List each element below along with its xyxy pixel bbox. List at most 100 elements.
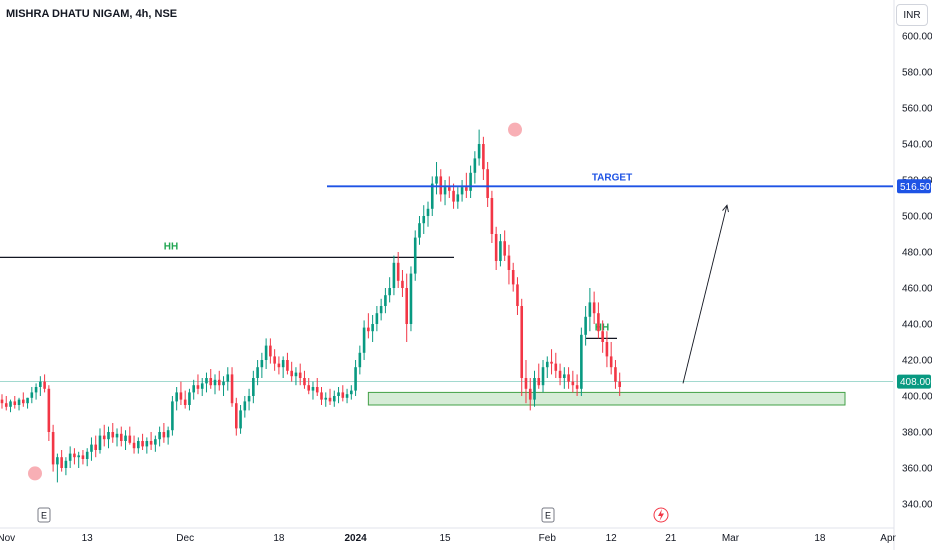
y-tick-label: 560.00 <box>902 104 932 115</box>
candle <box>341 392 345 398</box>
candle <box>141 441 144 447</box>
candle <box>9 401 12 407</box>
candle <box>200 383 204 389</box>
candle <box>0 399 4 404</box>
earnings-marker[interactable] <box>541 507 555 523</box>
candle <box>320 392 323 400</box>
candle <box>235 403 238 429</box>
candle <box>345 394 349 398</box>
candle <box>362 327 366 353</box>
candle <box>422 216 426 224</box>
candle <box>311 387 315 391</box>
candle <box>154 439 157 445</box>
candle <box>477 144 481 159</box>
candle <box>584 316 587 335</box>
candle <box>281 360 285 368</box>
y-tick-label: 360.00 <box>902 464 932 475</box>
candle <box>580 334 583 389</box>
candle <box>303 378 306 386</box>
currency-button[interactable]: INR <box>896 4 928 26</box>
candle <box>247 396 251 402</box>
candle <box>315 387 319 393</box>
candle <box>273 356 276 364</box>
candle <box>111 432 115 438</box>
candle <box>179 392 183 400</box>
circle-marker[interactable] <box>28 466 42 481</box>
y-tick-label: 340.00 <box>902 500 932 511</box>
candle <box>499 241 502 261</box>
candle <box>17 399 21 405</box>
candle <box>396 262 400 281</box>
y-tick-label: 460.00 <box>902 284 932 295</box>
candle <box>119 433 123 441</box>
candle <box>39 381 42 387</box>
candle <box>43 381 46 389</box>
candle <box>213 379 217 386</box>
candle <box>456 194 460 202</box>
x-tick-label: 13 <box>82 533 94 544</box>
candle <box>128 435 132 443</box>
x-tick-label: Nov <box>0 533 15 544</box>
earnings-marker[interactable] <box>37 507 51 523</box>
candle <box>537 378 541 386</box>
candle <box>486 169 489 198</box>
candle <box>413 237 417 274</box>
candle <box>575 385 579 389</box>
candle <box>558 370 562 378</box>
candle <box>430 183 434 209</box>
y-tick-label: 440.00 <box>902 320 932 331</box>
candle <box>507 255 511 270</box>
candle <box>166 430 170 438</box>
candle <box>503 241 506 256</box>
candle <box>609 356 613 368</box>
candle <box>298 372 302 378</box>
target-price-tag <box>897 179 931 194</box>
candle <box>90 444 93 452</box>
candle <box>145 441 149 447</box>
hh-label: HH <box>164 241 178 252</box>
candle <box>571 381 575 386</box>
projection-arrow[interactable] <box>682 205 728 384</box>
candle <box>465 187 468 191</box>
candle <box>375 313 379 324</box>
candle <box>554 363 558 371</box>
y-tick-label: 540.00 <box>902 140 932 151</box>
candle <box>516 284 519 306</box>
y-tick-label: 420.00 <box>902 356 932 367</box>
candle <box>354 367 357 391</box>
hh-label: HH <box>595 322 609 333</box>
candle <box>490 198 494 234</box>
candle <box>307 385 311 391</box>
candle <box>60 457 63 468</box>
candle <box>520 306 524 378</box>
candle <box>469 172 472 191</box>
candle <box>401 280 404 288</box>
candle <box>205 378 208 384</box>
candle <box>350 390 353 395</box>
candle <box>392 262 396 288</box>
candle <box>188 392 191 405</box>
candle <box>81 455 85 459</box>
candle <box>550 361 553 364</box>
candle <box>286 360 289 371</box>
candle <box>452 190 455 202</box>
candle <box>511 270 515 285</box>
candle <box>482 144 485 170</box>
x-tick-label: Dec <box>176 533 194 544</box>
support-zone[interactable] <box>367 391 846 406</box>
candle <box>22 399 25 404</box>
candle <box>239 410 242 429</box>
y-tick-label: 380.00 <box>902 428 932 439</box>
candle <box>252 378 255 396</box>
candle <box>115 433 119 438</box>
x-tick-label: 18 <box>814 533 826 544</box>
candle <box>439 176 443 195</box>
candle <box>226 374 230 382</box>
x-tick-label: Mar <box>722 533 740 544</box>
candle <box>192 385 195 393</box>
circle-marker[interactable] <box>508 122 522 137</box>
candle <box>618 381 621 387</box>
x-tick-label: Apr <box>880 533 896 544</box>
candle <box>264 345 268 360</box>
